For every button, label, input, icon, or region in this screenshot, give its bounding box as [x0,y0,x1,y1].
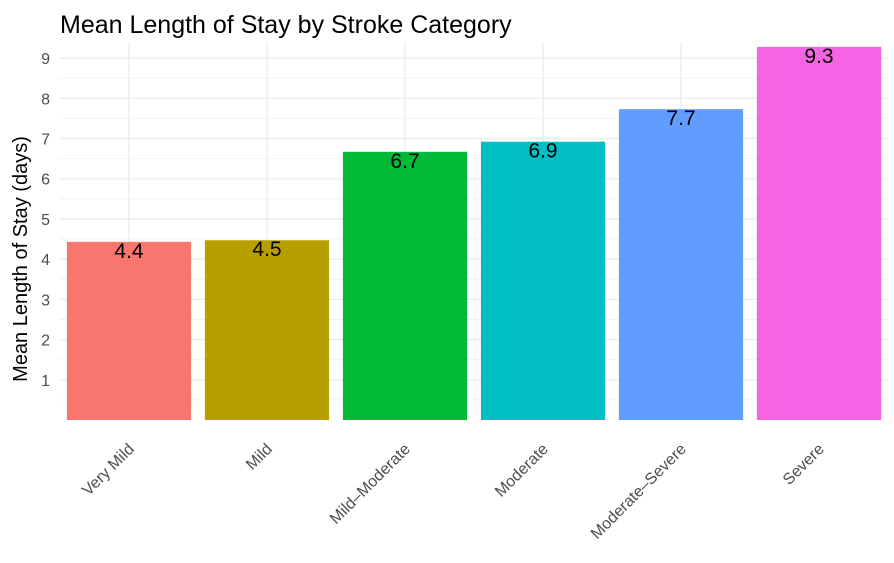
y-tick-label: 9 [41,51,50,68]
bars [66,46,882,420]
bar [204,240,330,420]
y-tick-label: 3 [41,292,50,309]
x-tick-label: Moderate [492,441,552,501]
bar [756,46,882,420]
y-tick-label: 8 [41,91,50,108]
x-tick-label: Moderate–Severe [588,441,690,543]
bar [342,151,468,420]
bar-value-label: 7.7 [666,107,695,130]
y-axis-title: Mean Length of Stay (days) [10,136,32,382]
bar [66,241,192,420]
bar-value-label: 4.5 [252,238,281,261]
x-axis-ticks: Very Mild Mild Mild–Moderate Moderate Modera… [79,441,828,543]
bar [480,141,606,420]
y-tick-label: 5 [41,212,50,229]
bar-value-label: 4.4 [114,240,144,263]
x-tick-label: Mild–Moderate [327,441,414,528]
y-tick-label: 7 [41,132,50,149]
y-axis-ticks: 1 2 3 4 5 6 7 8 9 [41,51,50,390]
bar-value-labels: 4.4 4.5 6.7 6.9 7.7 9.3 [114,45,833,263]
chart-title: Mean Length of Stay by Stroke Category [60,11,512,39]
bar-value-label: 6.9 [528,140,557,163]
x-tick-label: Severe [780,441,828,489]
y-tick-label: 6 [41,172,50,189]
bar-value-label: 6.7 [390,150,419,173]
bar [618,109,744,420]
bar-value-label: 9.3 [804,45,833,68]
y-tick-label: 4 [41,252,50,269]
x-tick-label: Very Mild [79,441,138,500]
y-tick-label: 1 [41,373,50,390]
y-tick-label: 2 [41,333,50,350]
x-tick-label: Mild [243,441,276,474]
